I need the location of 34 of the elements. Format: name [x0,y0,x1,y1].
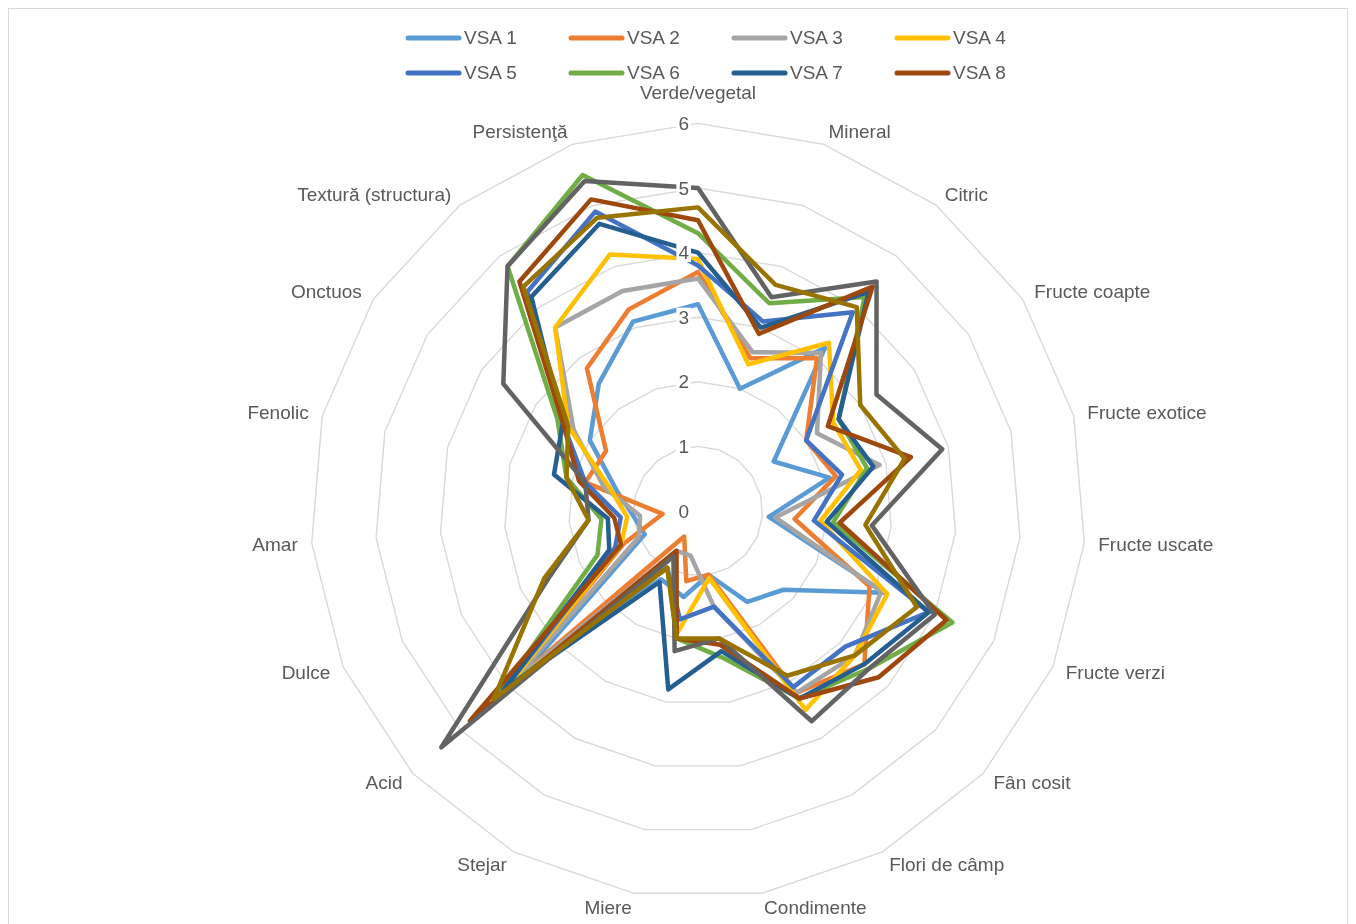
legend-label: VSA 3 [790,26,843,49]
spoke-label: Fenolic [247,401,309,423]
legend-label: VSA 4 [953,26,1006,49]
y-tick-label: 0 [678,500,689,522]
spoke-label: Amar [252,533,299,555]
legend-label: VSA 6 [627,61,680,84]
y-tick-label: 3 [678,306,689,328]
spoke-label: Stejar [457,853,508,875]
legend-label: VSA 5 [464,61,517,84]
spoke-label: Textură (structura) [297,183,452,205]
spoke-label: Fructe verzi [1065,661,1166,683]
spoke-label: Miere [584,896,632,918]
y-tick-label: 4 [678,242,690,264]
spoke-label: Persistenţă [472,120,569,142]
legend-label: VSA 2 [627,26,680,49]
legend-label: VSA 8 [953,61,1006,84]
y-tick-label: 2 [678,371,689,393]
spoke-label: Mineral [828,120,891,142]
y-tick-label: 5 [678,177,689,199]
spoke-label: Dulce [281,661,331,683]
legend-label: VSA 1 [464,26,517,49]
spoke-label: Citric [944,183,988,205]
y-tick-label: 6 [678,112,689,134]
spoke-label: Fructe uscate [1098,533,1214,555]
spoke-label: Fân cosit [993,772,1072,794]
spoke-label: Fructe exotice [1087,401,1207,423]
spoke-label: Verde/vegetal [639,81,757,103]
y-tick-label: 1 [678,435,689,457]
spoke-label: Onctuos [291,280,362,302]
spoke-label: Flori de câmp [889,853,1005,875]
legend-label: VSA 7 [790,61,843,84]
spoke-label: Fructe coapte [1034,280,1151,302]
spoke-label: Acid [365,772,403,794]
spoke-label: Condimente [764,896,867,918]
